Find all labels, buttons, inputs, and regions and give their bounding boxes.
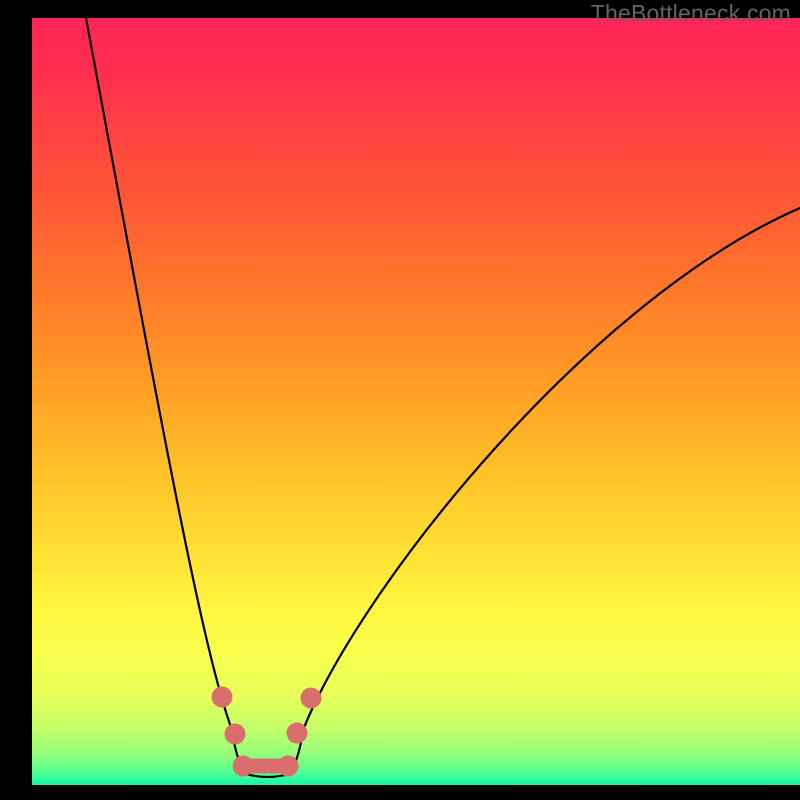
dumbbell-trough-pair xyxy=(233,756,299,777)
dumbbell-bead xyxy=(233,756,254,777)
dumbbell-bead xyxy=(287,723,308,744)
plot-area xyxy=(32,18,800,785)
bottleneck-curve xyxy=(86,18,800,777)
dumbbell-right-ascent-pair xyxy=(287,688,322,744)
dumbbell-bead xyxy=(212,687,233,708)
dumbbell-bead xyxy=(301,688,322,709)
watermark-text: TheBottleneck.com xyxy=(591,0,791,27)
dumbbell-left-descent-pair xyxy=(212,687,246,745)
dumbbell-bead xyxy=(278,756,299,777)
dumbbell-bead xyxy=(225,724,246,745)
curve-layer xyxy=(32,18,800,785)
